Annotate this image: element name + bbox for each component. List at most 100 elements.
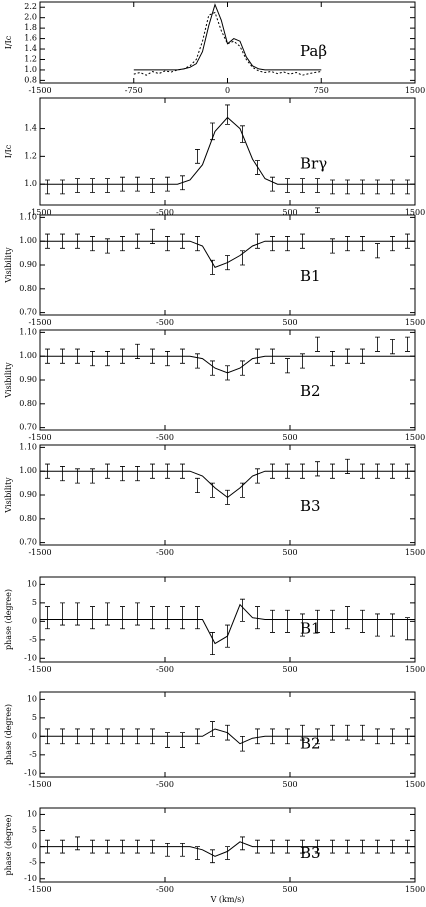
y-tick-label: -5	[29, 858, 37, 867]
y-tick-label: 1.6	[24, 34, 37, 43]
x-tick-label: 1500	[405, 86, 425, 95]
error-bar	[360, 348, 365, 364]
x-tick-label: 500	[282, 318, 297, 327]
error-bar	[75, 602, 80, 626]
y-axis-label: Visibility	[4, 362, 13, 399]
error-bar	[105, 602, 110, 626]
error-bar	[285, 358, 290, 374]
error-bar	[105, 238, 110, 254]
y-tick-label: -10	[24, 653, 37, 662]
y-tick-label: 0.90	[19, 490, 37, 499]
y-tick-label: 1.4	[24, 44, 37, 53]
x-tick-label: -500	[156, 433, 174, 442]
error-bar	[120, 466, 125, 482]
error-bar	[150, 178, 155, 193]
y-tick-label: 2.0	[24, 13, 37, 22]
error-bar	[405, 839, 410, 854]
error-bar	[300, 724, 305, 741]
error-bar	[60, 839, 65, 854]
error-bar	[270, 236, 275, 252]
x-tick-label: -500	[156, 548, 174, 557]
y-tick-label: 0.70	[19, 538, 37, 547]
error-bar	[330, 179, 335, 195]
error-bar	[105, 728, 110, 745]
error-bar	[270, 176, 275, 192]
error-bar	[45, 348, 50, 364]
error-bar	[255, 728, 260, 745]
profile-line	[133, 11, 322, 76]
panel-label: B2	[300, 735, 321, 753]
x-tick-label: 1500	[405, 208, 425, 217]
error-bar	[195, 353, 200, 369]
error-bar	[195, 477, 200, 494]
x-tick-label: -1500	[28, 780, 51, 789]
error-bar	[120, 176, 125, 192]
error-bar	[225, 489, 230, 505]
error-bar	[255, 606, 260, 630]
error-bar	[75, 836, 80, 851]
error-bar	[405, 233, 410, 249]
error-bar	[210, 360, 215, 376]
error-bar	[195, 236, 200, 252]
panel-label: Brγ	[300, 154, 327, 172]
error-bar	[180, 233, 185, 249]
error-bar	[285, 728, 290, 745]
y-tick-label: 10	[27, 579, 37, 588]
y-tick-label: 0	[32, 842, 37, 851]
error-bar	[150, 839, 155, 854]
error-bar	[255, 233, 260, 249]
error-bar	[225, 624, 230, 648]
error-bar	[90, 606, 95, 630]
error-bar	[240, 360, 245, 376]
y-tick-label: 1.10	[19, 327, 37, 336]
error-bar	[255, 839, 260, 854]
y-tick-label: 5	[32, 713, 37, 722]
x-tick-label: -500	[156, 208, 174, 217]
profile-line	[133, 3, 322, 71]
error-bar	[60, 179, 65, 195]
error-bar	[240, 125, 245, 143]
error-bar	[150, 228, 155, 244]
y-tick-label: -5	[29, 750, 37, 759]
error-bar	[195, 846, 200, 860]
error-bar	[270, 348, 275, 364]
error-bar	[195, 606, 200, 630]
error-bar	[120, 236, 125, 252]
error-bar	[120, 839, 125, 854]
error-bar	[135, 728, 140, 745]
y-tick-label: 10	[27, 809, 37, 818]
y-tick-label: -10	[24, 874, 37, 883]
error-bar	[165, 176, 170, 192]
x-tick-label: 1500	[405, 780, 425, 789]
error-bar	[285, 463, 290, 479]
error-bar	[90, 178, 95, 193]
error-bar	[285, 236, 290, 252]
error-bar	[315, 728, 320, 745]
error-bar	[165, 842, 170, 857]
error-bar	[405, 336, 410, 352]
error-bar	[390, 236, 395, 252]
error-bar	[225, 365, 230, 381]
error-bar	[390, 463, 395, 479]
error-bar	[180, 463, 185, 479]
panel-label: B1	[300, 267, 321, 285]
error-bar	[285, 839, 290, 854]
error-bar	[315, 207, 320, 214]
error-bar	[375, 243, 380, 259]
error-bar	[315, 461, 320, 477]
error-bar	[135, 466, 140, 482]
x-tick-label: 1500	[405, 885, 425, 894]
x-tick-label: -1500	[28, 665, 51, 674]
x-tick-label: 1500	[405, 433, 425, 442]
error-bar	[45, 606, 50, 630]
x-tick-label: -500	[156, 780, 174, 789]
x-tick-label: 500	[282, 548, 297, 557]
y-tick-label: 5	[32, 826, 37, 835]
y-tick-label: 0.90	[19, 375, 37, 384]
error-bar	[75, 233, 80, 249]
error-bar	[90, 351, 95, 367]
plot-frame	[39, 97, 416, 206]
error-bar	[315, 839, 320, 854]
error-bar	[150, 348, 155, 364]
error-bar	[75, 468, 80, 484]
